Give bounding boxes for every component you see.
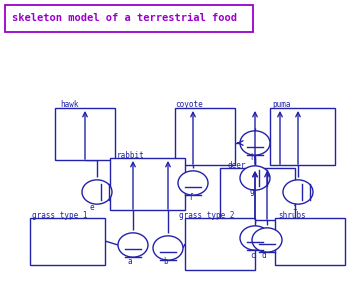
Text: skeleton model of a terrestrial food: skeleton model of a terrestrial food: [12, 13, 237, 23]
Text: coyote: coyote: [175, 101, 203, 110]
Text: hawk: hawk: [60, 101, 78, 110]
Text: a: a: [128, 258, 132, 267]
Text: grass type 1: grass type 1: [32, 211, 87, 220]
Text: puma: puma: [272, 101, 290, 110]
Circle shape: [153, 236, 183, 260]
Circle shape: [283, 180, 313, 204]
Text: deer: deer: [228, 160, 247, 169]
Circle shape: [118, 233, 148, 257]
Text: rabbit: rabbit: [117, 151, 145, 160]
Text: g: g: [250, 188, 255, 197]
Bar: [110, 158, 185, 210]
Bar: [220, 168, 295, 220]
Text: h: h: [250, 153, 255, 162]
Text: e: e: [90, 202, 95, 211]
Circle shape: [240, 166, 270, 190]
Text: f: f: [188, 193, 193, 202]
Circle shape: [252, 228, 282, 252]
Text: d: d: [262, 251, 267, 260]
Bar: [5, 5, 253, 32]
Bar: [270, 108, 335, 165]
Circle shape: [240, 131, 270, 155]
Text: i: i: [292, 202, 297, 211]
Bar: [30, 218, 105, 265]
Text: b: b: [163, 258, 168, 267]
Bar: [275, 218, 345, 265]
Bar: [55, 108, 115, 160]
Circle shape: [240, 226, 270, 250]
Circle shape: [178, 171, 208, 195]
Text: shrubs: shrubs: [278, 211, 306, 220]
Bar: [185, 218, 255, 270]
Bar: [175, 108, 235, 165]
Circle shape: [82, 180, 112, 204]
Text: c: c: [250, 251, 255, 260]
Text: grass type 2: grass type 2: [179, 211, 234, 220]
